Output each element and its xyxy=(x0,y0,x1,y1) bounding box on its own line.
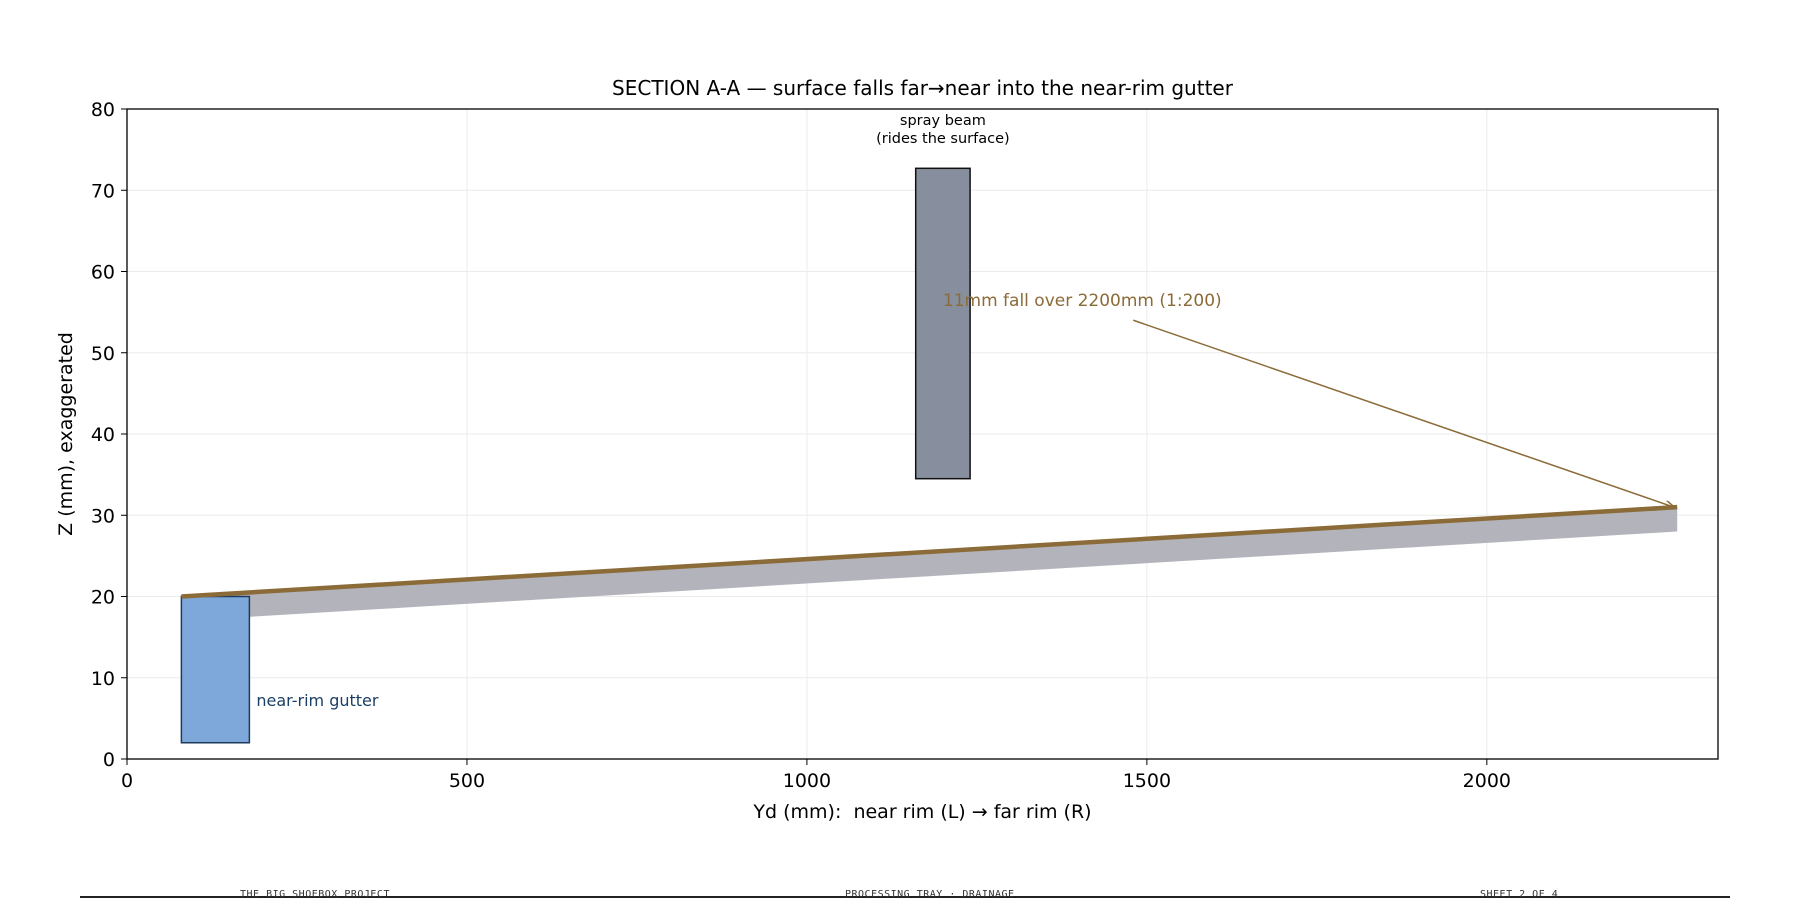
footer-rule xyxy=(80,896,1730,898)
x-tick-label: 1000 xyxy=(783,770,831,792)
gutter-label: near-rim gutter xyxy=(256,691,379,710)
footer-sheet-number: SHEET 2 OF 4 xyxy=(1480,889,1559,900)
spray-beam xyxy=(914,167,971,480)
tray-slab xyxy=(181,507,1678,621)
y-axis-label: Z (mm), exaggerated xyxy=(55,332,77,536)
y-tick-label: 70 xyxy=(91,180,115,202)
fall-annotation-arrow xyxy=(1133,319,1674,507)
y-tick-label: 80 xyxy=(91,99,115,121)
footer-sheet-title: PROCESSING TRAY · DRAINAGE xyxy=(845,889,1015,900)
x-tick-label: 500 xyxy=(449,770,485,792)
chart-title: SECTION A-A — surface falls far→near int… xyxy=(612,76,1234,100)
x-axis-label: Yd (mm): near rim (L) → far rim (R) xyxy=(752,801,1091,823)
surface-line xyxy=(181,504,1678,599)
fall-annotation-label: 11mm fall over 2200mm (1:200) xyxy=(943,291,1222,311)
y-tick-label: 10 xyxy=(91,668,115,690)
axes-frame xyxy=(126,108,1719,760)
y-tick-label: 30 xyxy=(91,505,115,527)
y-tick-label: 40 xyxy=(91,424,115,446)
y-tick-label: 50 xyxy=(91,343,115,365)
drawing-layer: near-rim gutter spray beam (rides the surf… xyxy=(180,113,1678,744)
near-rim-gutter xyxy=(180,595,251,744)
x-tick-label: 2000 xyxy=(1463,770,1511,792)
spray-beam-label: spray beam xyxy=(900,113,986,129)
x-tick-label: 1500 xyxy=(1123,770,1171,792)
spray-beam-sublabel: (rides the surface) xyxy=(876,131,1010,147)
y-tick-label: 20 xyxy=(91,587,115,609)
tick-labels: 0 500 1000 1500 2000 0 10 20 30 40 50 60 70 80 xyxy=(91,99,1511,792)
y-tick-label: 60 xyxy=(91,262,115,284)
x-tick-label: 0 xyxy=(121,770,133,792)
y-tick-label: 0 xyxy=(103,749,115,771)
footer-project: THE BIG SHOEBOX PROJECT xyxy=(240,889,390,900)
